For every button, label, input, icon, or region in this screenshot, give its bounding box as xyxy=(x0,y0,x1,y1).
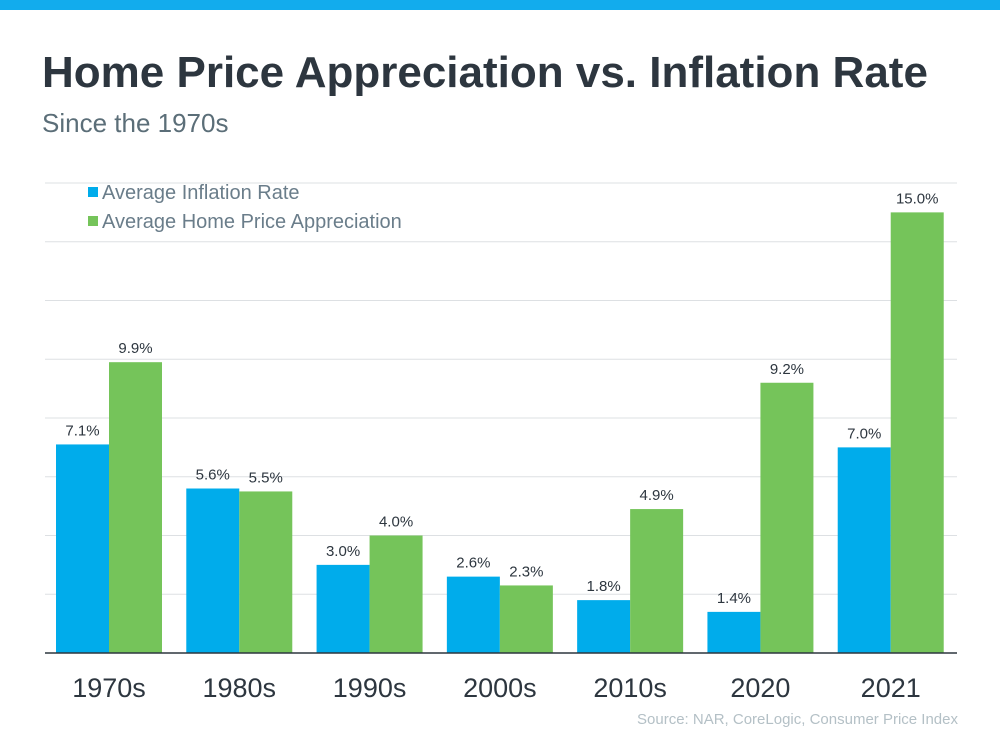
data-label: 5.5% xyxy=(249,469,283,486)
x-tick-label: 1980s xyxy=(202,673,276,703)
bar-inflation xyxy=(837,447,891,653)
bar-inflation xyxy=(707,611,761,653)
legend-label: Average Home Price Appreciation xyxy=(102,211,402,233)
data-label: 3.0% xyxy=(326,543,360,560)
data-label: 4.0% xyxy=(379,514,413,531)
bar-home-price xyxy=(239,491,293,653)
data-label: 7.1% xyxy=(65,422,99,439)
data-label: 5.6% xyxy=(196,467,230,484)
bar-home-price xyxy=(369,535,423,653)
x-tick-label: 2000s xyxy=(463,673,537,703)
top-accent-bar xyxy=(0,0,1000,10)
legend-label: Average Inflation Rate xyxy=(102,182,300,204)
data-label: 9.9% xyxy=(118,340,152,357)
source-note: Source: NAR, CoreLogic, Consumer Price I… xyxy=(637,711,958,728)
page-subtitle: Since the 1970s xyxy=(42,108,229,138)
bar-inflation xyxy=(56,444,109,653)
data-label: 15.0% xyxy=(896,190,939,207)
data-label: 4.9% xyxy=(640,487,674,504)
bar-home-price xyxy=(109,362,162,653)
bar-inflation xyxy=(316,564,370,653)
x-tick-label: 1970s xyxy=(72,673,146,703)
bar-inflation xyxy=(577,600,631,653)
bar-inflation xyxy=(446,576,500,653)
data-label: 1.8% xyxy=(587,578,621,595)
legend-swatch xyxy=(88,216,98,226)
data-label: 2.6% xyxy=(456,555,490,572)
x-tick-label: 2010s xyxy=(593,673,667,703)
legend-swatch xyxy=(88,187,98,197)
data-label: 1.4% xyxy=(717,590,751,607)
bar-home-price xyxy=(760,382,814,653)
x-tick-label: 2021 xyxy=(861,673,921,703)
bar-home-price xyxy=(630,509,684,653)
data-label: 9.2% xyxy=(770,361,804,378)
x-tick-label: 1990s xyxy=(333,673,407,703)
data-label: 7.0% xyxy=(847,425,881,442)
data-label: 2.3% xyxy=(509,563,543,580)
page-title: Home Price Appreciation vs. Inflation Ra… xyxy=(42,48,928,97)
bar-inflation xyxy=(186,488,240,653)
x-tick-label: 2020 xyxy=(730,673,790,703)
bar-home-price xyxy=(499,585,553,653)
bar-home-price xyxy=(890,212,944,653)
